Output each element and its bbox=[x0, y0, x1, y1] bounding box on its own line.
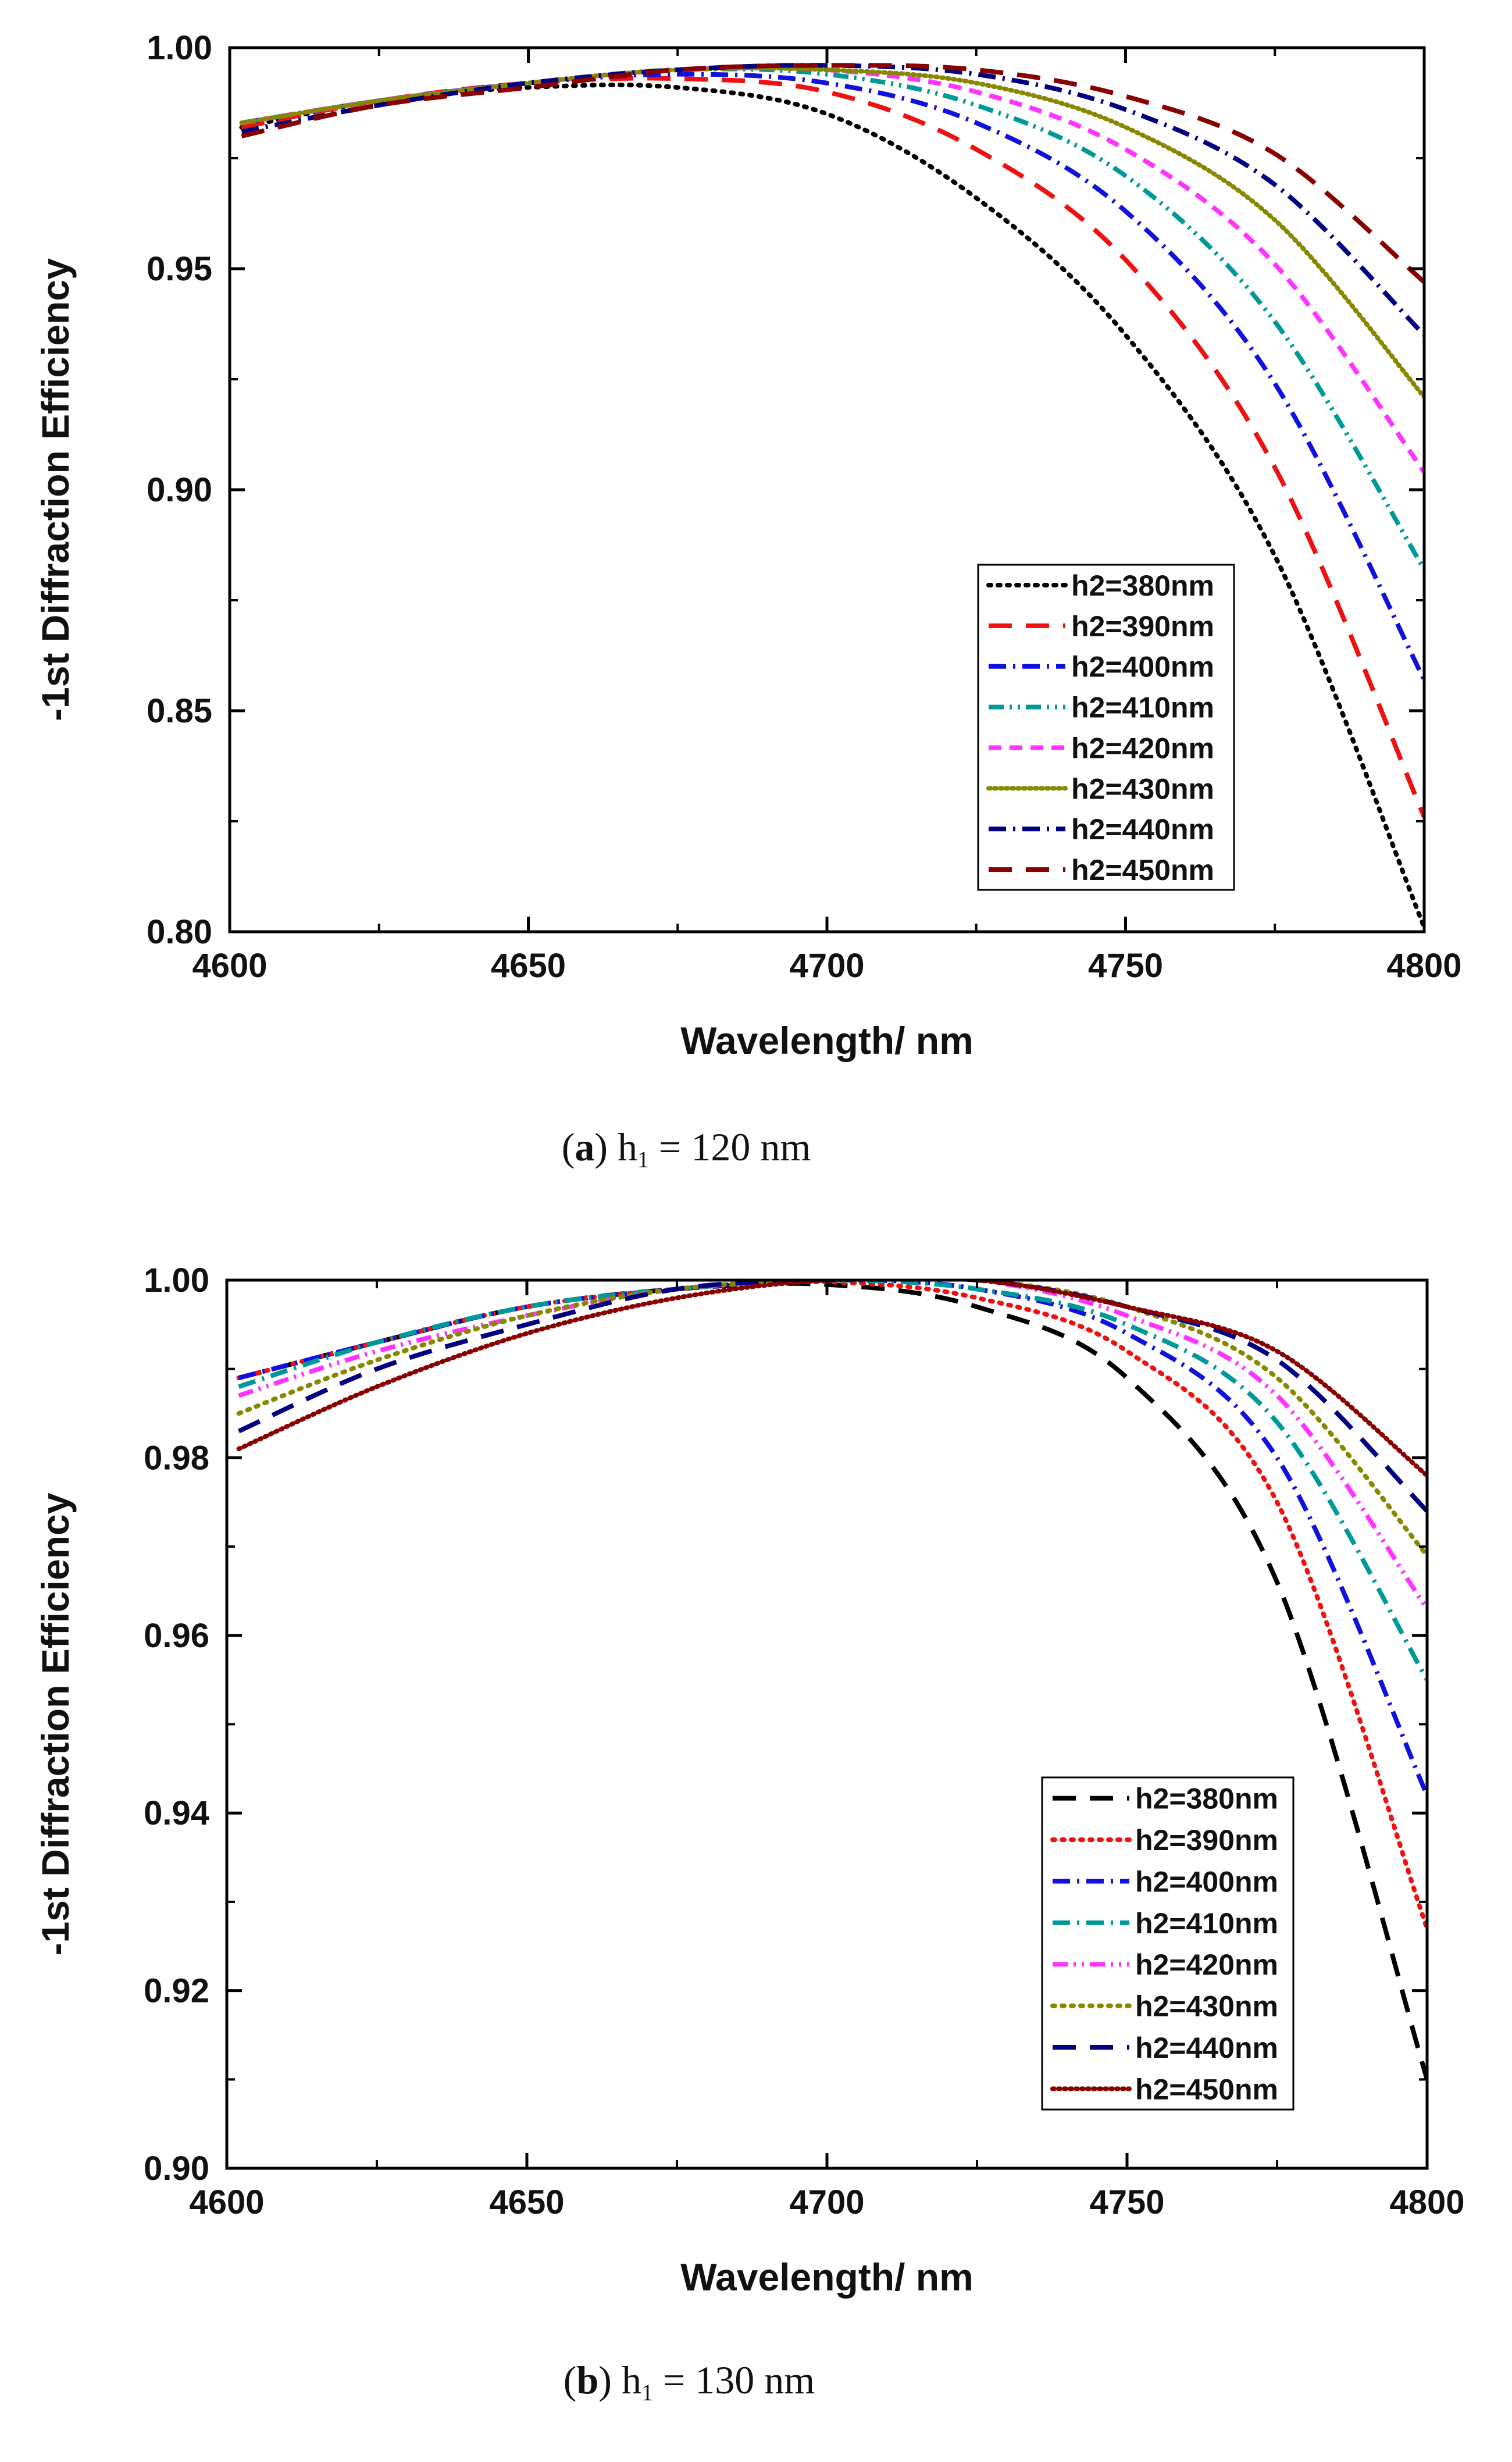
series-line-h2-430nm bbox=[239, 66, 1424, 400]
series-line-h2-420nm bbox=[241, 65, 1424, 473]
x-tick-label: 4700 bbox=[789, 2183, 864, 2221]
legend-label: h2=420nm bbox=[1071, 732, 1214, 764]
y-tick-label: 0.90 bbox=[144, 2150, 209, 2187]
panel-caption: (b) h1 = 130 nm bbox=[564, 2358, 815, 2406]
y-tick-label: 0.96 bbox=[144, 1617, 209, 1655]
legend-label: h2=430nm bbox=[1071, 772, 1214, 805]
y-tick-label: 0.80 bbox=[147, 913, 212, 951]
y-tick-label: 0.95 bbox=[147, 250, 212, 288]
legend-label: h2=400nm bbox=[1135, 1865, 1278, 1898]
y-tick-label: 1.00 bbox=[147, 29, 212, 67]
panel-caption: (a) h1 = 120 nm bbox=[562, 1125, 811, 1173]
series-line-h2-430nm bbox=[236, 1280, 1427, 1558]
y-tick-label: 0.90 bbox=[147, 471, 212, 509]
series-line-h2-410nm bbox=[241, 66, 1424, 571]
x-axis-title: Wavelength/ nm bbox=[680, 2256, 973, 2299]
series-curves bbox=[239, 63, 1424, 930]
legend-label: h2=420nm bbox=[1135, 1948, 1278, 1981]
series-line-h2-380nm bbox=[239, 83, 1424, 930]
legend-label: h2=440nm bbox=[1071, 813, 1214, 846]
x-tick-label: 4650 bbox=[491, 947, 566, 985]
series-line-h2-420nm bbox=[238, 1280, 1427, 1611]
legend-label: h2=380nm bbox=[1135, 1783, 1278, 1815]
y-tick-label: 0.94 bbox=[144, 1794, 209, 1832]
series-line-h2-450nm bbox=[236, 1280, 1427, 1478]
legend-label: h2=400nm bbox=[1071, 651, 1214, 683]
chart-panel-b: 4600 4650 4700 4750 4800 0.90 0.92 0.94 0.96 0.98… bbox=[34, 1262, 1465, 2406]
legend-label: h2=380nm bbox=[1071, 569, 1214, 602]
legend-label: h2=410nm bbox=[1135, 1907, 1278, 1940]
caption-rest: = 130 nm bbox=[653, 2358, 815, 2402]
legend-label: h2=410nm bbox=[1071, 692, 1214, 724]
legend-box bbox=[977, 564, 1235, 891]
series-curves bbox=[236, 1280, 1427, 2080]
x-tick-label: 4800 bbox=[1386, 947, 1461, 985]
legend-label: h2=390nm bbox=[1071, 610, 1214, 643]
chart-panel-a: 4600 4650 4700 4750 4800 0.80 0.85 0.90 0.95 1.00… bbox=[34, 29, 1462, 1173]
series-line-h2-410nm bbox=[238, 1280, 1427, 1681]
y-tick-label: 0.85 bbox=[147, 692, 212, 730]
caption-h: h bbox=[622, 2358, 641, 2402]
legend-label: h2=430nm bbox=[1135, 1990, 1278, 2023]
series-line-h2-450nm bbox=[241, 63, 1424, 284]
y-axis-title: -1st Diffraction Efficiency bbox=[34, 258, 77, 721]
plot-frame bbox=[228, 46, 1426, 934]
y-tick-label: 0.98 bbox=[144, 1439, 209, 1477]
y-tick-label: 0.92 bbox=[144, 1972, 209, 2010]
caption-subscript: 1 bbox=[637, 1146, 649, 1173]
x-axis-title: Wavelength/ nm bbox=[680, 1019, 973, 1062]
x-tick-label: 4750 bbox=[1089, 2183, 1164, 2221]
legend: h2=380nm h2=390nm h2=400nm h2=410nm h2=420nm… bbox=[977, 564, 1235, 891]
series-line-h2-390nm bbox=[236, 1280, 1427, 1931]
x-tick-label: 4800 bbox=[1389, 2183, 1464, 2221]
legend: h2=380nm h2=390nm h2=400nm h2=410nm h2=420nm… bbox=[1041, 1776, 1295, 2111]
caption-h: h bbox=[618, 1125, 637, 1169]
legend-box bbox=[1041, 1776, 1295, 2111]
caption-rest: = 120 nm bbox=[649, 1125, 811, 1169]
x-tick-label: 4600 bbox=[189, 2183, 264, 2221]
y-tick-label: 1.00 bbox=[144, 1262, 209, 1299]
caption-open-paren: ( bbox=[564, 2358, 577, 2402]
legend-label: h2=450nm bbox=[1135, 2073, 1278, 2105]
caption-subscript: 1 bbox=[641, 2379, 653, 2406]
series-line-h2-440nm bbox=[241, 63, 1424, 337]
caption-close-paren: ) bbox=[594, 1125, 618, 1169]
caption-open-paren: ( bbox=[562, 1125, 575, 1169]
y-axis-title: -1st Diffraction Efficiency bbox=[34, 1492, 77, 1955]
x-tick-label: 4600 bbox=[192, 947, 267, 985]
caption-panel-letter: b bbox=[576, 2358, 598, 2402]
x-tick-label: 4650 bbox=[489, 2183, 564, 2221]
series-line-h2-440nm bbox=[237, 1280, 1427, 1513]
series-line-h2-390nm bbox=[241, 76, 1424, 818]
caption-close-paren: ) bbox=[598, 2358, 622, 2402]
legend-label: h2=450nm bbox=[1071, 854, 1214, 886]
x-tick-label: 4750 bbox=[1088, 947, 1163, 985]
legend-label: h2=440nm bbox=[1135, 2032, 1278, 2064]
x-tick-label: 4700 bbox=[789, 947, 864, 985]
legend-label: h2=390nm bbox=[1135, 1824, 1278, 1857]
caption-panel-letter: a bbox=[575, 1125, 594, 1169]
